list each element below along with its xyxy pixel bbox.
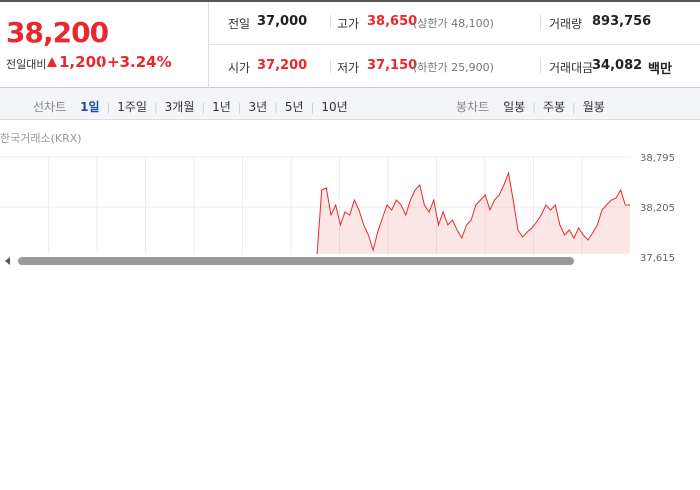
stat-label: 거래대금: [549, 61, 594, 75]
stat-value: 38,650: [367, 14, 418, 29]
stat-value: 37,150: [367, 58, 418, 73]
tab-sep: |: [572, 101, 576, 114]
y-tick-label: 38,795: [640, 153, 675, 164]
divider: [208, 2, 209, 88]
tab[interactable]: 10년: [321, 100, 348, 114]
tab-sep: |: [201, 101, 206, 114]
y-tick-label: 37,615: [640, 253, 675, 264]
scroll-left[interactable]: [5, 257, 10, 265]
stat-label: 저가: [337, 61, 360, 75]
price-area: [317, 173, 630, 255]
tab-group-label: 봉차트: [456, 100, 490, 114]
divider: [208, 44, 700, 45]
price-line: [316, 171, 630, 255]
tab-sep: |: [532, 101, 536, 114]
change-rate: +3.24%: [107, 53, 172, 71]
stat-value: 34,082: [592, 58, 643, 73]
tab[interactable]: 3년: [248, 100, 268, 114]
tab[interactable]: 월봉: [582, 100, 605, 114]
stat-unit: 백만: [648, 62, 672, 77]
up-arrow: [47, 57, 57, 67]
stat-value: 37,200: [257, 58, 308, 73]
tab-sep: |: [106, 101, 111, 114]
tab-group-label: 선차트: [33, 100, 67, 114]
candle-tabs: 봉차트 일봉 | 주봉 | 월봉: [456, 96, 612, 115]
stat-label: 전일: [228, 17, 251, 31]
tab-bar: [0, 88, 700, 120]
tab[interactable]: 1일: [80, 100, 100, 114]
line-tabs: 선차트 1일 | 1주일 | 3개월 | 1년 | 3년 | 5년 | 10년: [33, 96, 355, 115]
divider: [540, 15, 541, 29]
chart: 38,795 38,205 37,615: [0, 153, 700, 270]
tab-sep: |: [274, 101, 278, 114]
divider: [330, 15, 331, 29]
change-amount: 1,200: [59, 53, 107, 71]
tab-sep: |: [237, 101, 242, 114]
tab[interactable]: 1년: [212, 100, 231, 114]
quote-panel: [0, 0, 700, 88]
y-tick-label: 38,205: [640, 203, 675, 214]
tab[interactable]: 주봉: [542, 100, 566, 114]
stat-label: 고가: [337, 17, 360, 31]
divider: [330, 59, 331, 73]
current-price: 38,200: [6, 16, 109, 49]
stat-value: 893,756: [592, 14, 652, 29]
divider: [101, 55, 102, 69]
plot: [0, 156, 630, 255]
stat-label: 거래량: [549, 17, 583, 31]
tab[interactable]: 5년: [284, 100, 304, 114]
tab[interactable]: 3개월: [164, 100, 195, 114]
stat-note: (상한가 48,100): [413, 17, 494, 30]
divider: [540, 59, 541, 73]
tab[interactable]: 일봉: [503, 100, 526, 114]
tab-sep: |: [310, 101, 315, 114]
stat-label: 시가: [228, 61, 251, 75]
scrollbar[interactable]: [18, 257, 574, 265]
stat-value: 37,000: [257, 14, 308, 29]
change-label: 전일대비: [6, 58, 47, 71]
tab[interactable]: 1주일: [117, 100, 147, 114]
stat-note: (하한가 25,900): [413, 61, 494, 74]
tab-sep: |: [153, 101, 158, 114]
source: 한국거래소(KRX): [0, 132, 82, 145]
